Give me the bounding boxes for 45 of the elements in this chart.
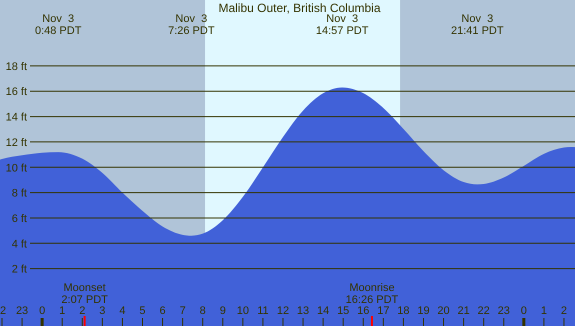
x-tick-label: 12 [276, 305, 290, 317]
x-tick-label: 11 [257, 305, 269, 317]
x-tick-label: 21 [457, 305, 470, 317]
x-tick-label: 1 [59, 305, 66, 317]
ref-line-label: Moonrise 16:26 PDT [346, 282, 399, 306]
annotation: Nov 3 21:41 PDT [451, 13, 504, 37]
x-tick-label: 23 [498, 305, 510, 317]
annotation: Nov 3 0:48 PDT [34, 13, 82, 37]
y-tick-label: 2 ft [12, 264, 27, 276]
x-tick-label: 2 [79, 305, 86, 317]
x-tick-label: 5 [139, 305, 146, 317]
chart-title: Malibu Outer, British Columbia [218, 1, 381, 15]
x-tick-label: 23 [16, 305, 28, 317]
x-tick-label: 15 [337, 305, 350, 317]
x-tick-label: 22 [478, 305, 490, 317]
y-tick-label: 8 ft [12, 188, 27, 200]
x-tick-label: 19 [417, 305, 430, 317]
ref-line-label: Moonset 2:07 PDT [61, 282, 108, 306]
x-tick-label: 16 [357, 305, 370, 317]
x-tick-label: 7 [180, 305, 186, 317]
x-tick-label: 3 [99, 305, 106, 317]
x-tick-label: 8 [200, 305, 206, 317]
x-tick-label: 4 [119, 305, 126, 317]
y-tick-label: 6 ft [12, 212, 27, 225]
annotation: Nov 3 7:26 PDT [168, 13, 215, 37]
x-tick-label: 1 [540, 305, 547, 317]
y-tick-label: 4 ft [12, 238, 27, 250]
y-tick-label: 18 ft [6, 60, 27, 73]
x-tick-label: 0 [39, 305, 46, 317]
x-tick-label: 0 [520, 305, 527, 317]
x-tick-label: 10 [236, 305, 249, 317]
x-tick-label: 17 [377, 305, 390, 317]
x-tick-label: 2 [0, 305, 6, 317]
y-tick-label: 12 ft [6, 136, 27, 149]
x-tick-label: 2 [560, 305, 568, 317]
x-tick-label: 20 [437, 305, 450, 317]
y-tick-label: 10 ft [6, 162, 27, 174]
x-tick-label: 14 [317, 305, 330, 317]
annotation: Nov 3 14:57 PDT [316, 13, 369, 37]
x-tick-label: 13 [296, 305, 310, 317]
y-tick-label: 14 ft [6, 112, 27, 124]
x-tick-label: 18 [397, 305, 410, 317]
x-tick-label: 9 [220, 305, 226, 317]
y-tick-label: 16 ft [6, 86, 27, 98]
x-tick-label: 6 [160, 305, 166, 317]
